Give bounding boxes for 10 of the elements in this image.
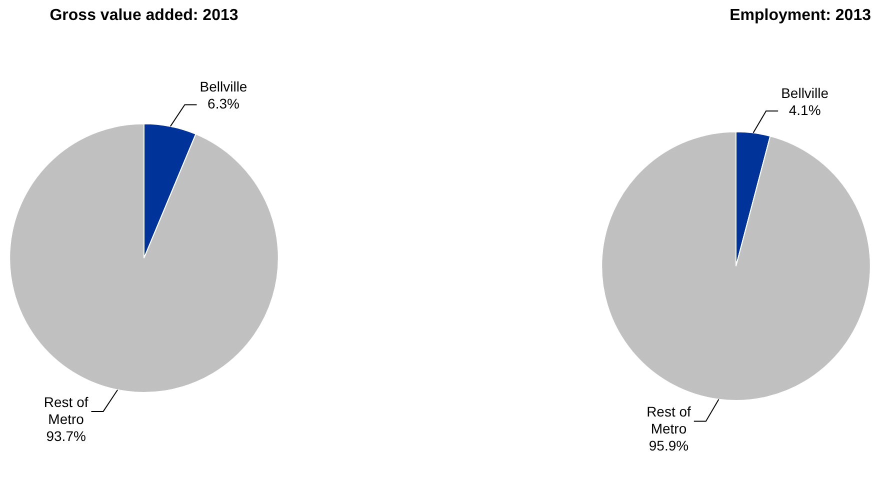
slice-label: Bellville xyxy=(200,78,248,95)
slice-label: Rest of Metro xyxy=(646,404,692,437)
data-label: 4.1% xyxy=(788,102,821,118)
chart-title: Gross value added: 2013 xyxy=(50,7,238,24)
chart-title: Employment: 2013 xyxy=(730,7,872,24)
data-label: 93.7% xyxy=(46,428,86,444)
slice-label: Bellville xyxy=(781,84,829,101)
data-label: 6.3% xyxy=(208,96,240,112)
data-label: 95.9% xyxy=(648,438,689,454)
slice-label: Rest of Metro xyxy=(44,394,88,427)
